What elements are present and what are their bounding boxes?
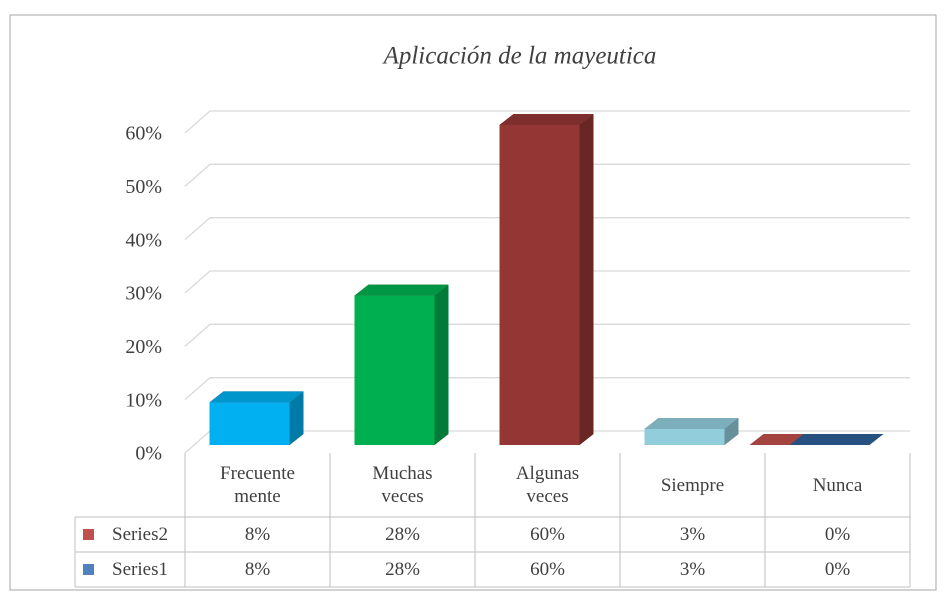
bar [354,284,449,445]
bar [644,418,739,445]
y-tick-label: 20% [125,336,162,358]
data-label: 3% [679,524,706,545]
legend-label: Series1 [112,559,168,580]
grid-line [184,323,910,347]
data-label: 0% [824,559,851,580]
bar-front [354,295,435,445]
bar-top [644,418,739,429]
bar-front [644,429,725,445]
x-tick-label: Muchas veces [372,463,433,507]
x-tick-label: Frecuente mente [220,463,295,507]
bar [209,391,304,445]
bar-top [354,284,449,296]
y-tick-label: 50% [125,176,162,198]
bar-side [434,284,449,445]
bar-side [724,418,739,445]
bar [789,434,884,445]
legend-key [83,529,94,540]
bar-front [499,125,580,445]
data-label: 3% [679,559,706,580]
y-tick-label: 30% [125,283,162,305]
bar-front [209,402,290,445]
x-tick-label: Algunas veces [515,463,580,507]
bar-side [579,114,594,445]
bar-top [209,391,304,403]
y-tick-label: 10% [125,389,162,411]
y-tick-label: 0% [135,443,162,465]
grid-line [184,110,910,134]
data-label: 8% [244,559,271,580]
bar-side [289,391,304,445]
data-label: 28% [385,559,420,580]
data-label: 28% [385,524,420,545]
data-label: 8% [244,524,271,545]
y-tick-label: 60% [125,123,162,145]
grid-line [184,217,910,241]
grid-line [184,377,910,401]
data-label: 60% [530,524,565,545]
legend-label: Series2 [112,524,168,545]
grid-line [184,163,910,187]
legend-key [83,564,94,575]
chart-title: Aplicación de la mayeutica [382,43,657,70]
data-label: 0% [824,524,851,545]
x-tick-label: Nunca [812,474,863,496]
data-label: 60% [530,559,565,580]
bar [499,114,594,445]
x-tick-label: Siempre [660,474,725,496]
bar-top [499,114,594,125]
grid-line [184,270,910,294]
bar-top [789,434,884,445]
y-tick-label: 40% [125,229,162,251]
